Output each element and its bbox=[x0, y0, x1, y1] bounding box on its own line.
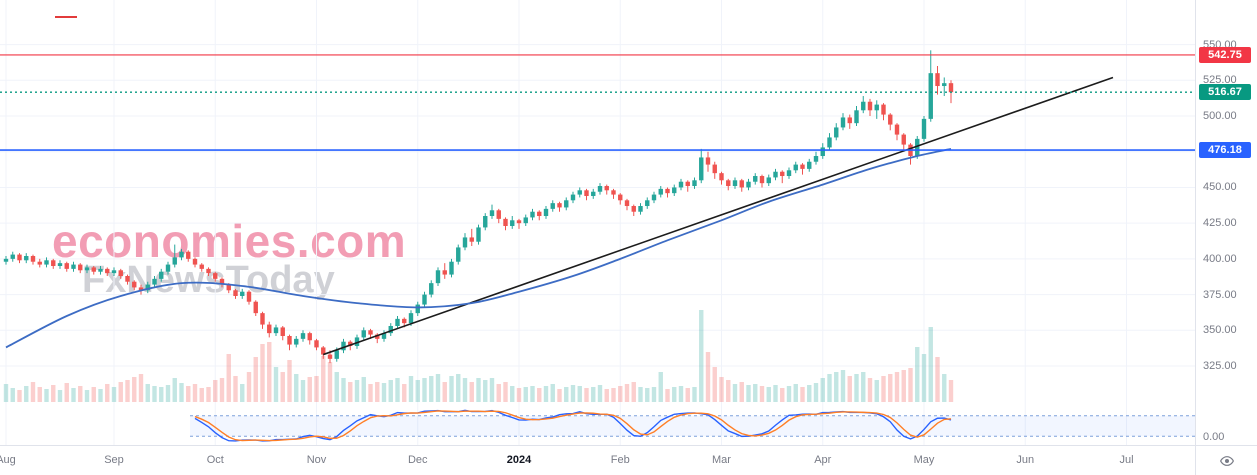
time-axis-label: Dec bbox=[407, 454, 428, 466]
price-tick: 525.00 bbox=[1203, 74, 1237, 87]
price-tick: 350.00 bbox=[1203, 324, 1237, 337]
resistance-price-badge[interactable]: 542.75 bbox=[1199, 46, 1251, 63]
time-axis-label: Aug bbox=[0, 454, 16, 466]
moving-average-line bbox=[5, 147, 952, 349]
eye-icon[interactable] bbox=[1219, 453, 1235, 469]
candles-layer bbox=[3, 50, 954, 364]
price-tick: 450.00 bbox=[1203, 181, 1237, 194]
price-scale[interactable]: 550.00525.00500.00475.00450.00425.00400.… bbox=[1195, 0, 1257, 445]
price-tick: 400.00 bbox=[1203, 252, 1237, 265]
time-axis-label: Apr bbox=[814, 454, 832, 466]
watermark-subbrand: FxNewsToday bbox=[82, 258, 335, 301]
watermark-brand: economies.com bbox=[52, 215, 407, 267]
price-tick: 375.00 bbox=[1203, 288, 1237, 301]
oscillator-layer bbox=[194, 409, 952, 442]
time-axis-label: Jun bbox=[1016, 454, 1035, 466]
grid-layer bbox=[0, 0, 1195, 445]
time-axis-label: May bbox=[913, 454, 935, 466]
price-tick: 325.00 bbox=[1203, 359, 1237, 372]
time-axis-label: Mar bbox=[712, 454, 731, 466]
time-axis-label: Oct bbox=[206, 454, 224, 466]
time-axis-label: Feb bbox=[610, 454, 630, 466]
volume-layer bbox=[3, 310, 954, 402]
watermark: economies.com FxNewsToday bbox=[52, 218, 406, 300]
time-axis-label: Nov bbox=[306, 454, 327, 466]
price-tick: 425.00 bbox=[1203, 217, 1237, 230]
chart-pane[interactable]: economies.com FxNewsToday bbox=[0, 0, 1195, 445]
current-price-badge[interactable]: 516.67 bbox=[1199, 84, 1251, 101]
price-lines-layer[interactable] bbox=[0, 54, 1195, 151]
oscillator-zero-tick: 0.00 bbox=[1203, 431, 1225, 443]
time-axis-label: Jul bbox=[1119, 454, 1134, 466]
price-tick: 500.00 bbox=[1203, 110, 1237, 123]
time-axis-label: Sep bbox=[104, 454, 124, 466]
axis-corner bbox=[1195, 445, 1257, 475]
support-price-badge[interactable]: 476.18 bbox=[1199, 142, 1251, 159]
oscillator-band bbox=[190, 415, 1195, 437]
price-line-handle bbox=[55, 16, 77, 18]
time-axis[interactable]: Aug Sep Oct Nov Dec 2024 Feb Mar Apr May Jun Jul bbox=[0, 445, 1195, 475]
trend-line[interactable] bbox=[322, 76, 1114, 356]
time-axis-label: 2024 bbox=[506, 454, 532, 466]
candlestick-chart[interactable] bbox=[0, 0, 1195, 445]
